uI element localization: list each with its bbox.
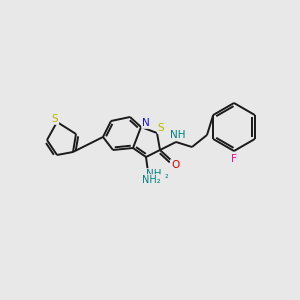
Text: F: F bbox=[231, 154, 237, 164]
Text: NH: NH bbox=[146, 169, 162, 179]
Text: O: O bbox=[171, 160, 179, 170]
Text: ₂: ₂ bbox=[164, 172, 168, 181]
Text: NH₂: NH₂ bbox=[142, 175, 160, 185]
Text: N: N bbox=[142, 118, 150, 128]
Text: S: S bbox=[158, 123, 164, 133]
Text: NH: NH bbox=[170, 130, 186, 140]
Text: S: S bbox=[52, 114, 58, 124]
